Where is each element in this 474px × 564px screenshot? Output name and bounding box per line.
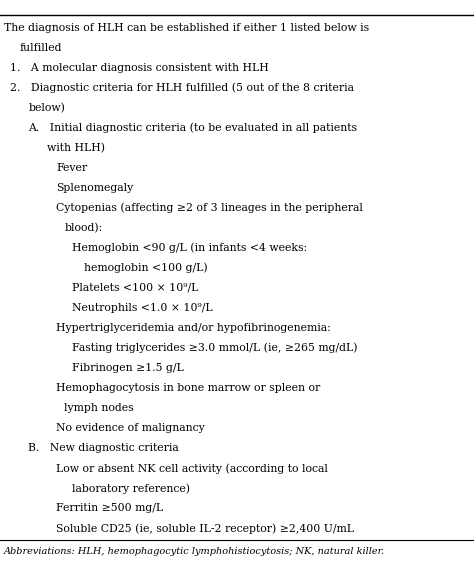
Text: blood):: blood):	[64, 223, 103, 233]
Text: The diagnosis of HLH can be established if either 1 listed below is: The diagnosis of HLH can be established …	[4, 23, 369, 33]
Text: Abbreviations: HLH, hemophagocytic lymphohistiocytosis; NK, natural killer.: Abbreviations: HLH, hemophagocytic lymph…	[4, 547, 385, 556]
Text: Ferritin ≥500 mg/L: Ferritin ≥500 mg/L	[56, 503, 163, 513]
Text: lymph nodes: lymph nodes	[64, 403, 134, 413]
Text: Platelets <100 × 10⁹/L: Platelets <100 × 10⁹/L	[72, 283, 199, 293]
Text: No evidence of malignancy: No evidence of malignancy	[56, 423, 205, 433]
Text: A.   Initial diagnostic criteria (to be evaluated in all patients: A. Initial diagnostic criteria (to be ev…	[28, 122, 357, 133]
Text: Fever: Fever	[56, 162, 87, 173]
Text: Low or absent NK cell activity (according to local: Low or absent NK cell activity (accordin…	[56, 463, 328, 474]
Text: Soluble CD25 (ie, soluble IL-2 receptor) ≥2,400 U/mL: Soluble CD25 (ie, soluble IL-2 receptor)…	[56, 523, 354, 534]
Text: hemoglobin <100 g/L): hemoglobin <100 g/L)	[84, 263, 208, 274]
Text: Fasting triglycerides ≥3.0 mmol/L (ie, ≥265 mg/dL): Fasting triglycerides ≥3.0 mmol/L (ie, ≥…	[72, 343, 357, 354]
Text: laboratory reference): laboratory reference)	[72, 483, 190, 494]
Text: Splenomegaly: Splenomegaly	[56, 183, 133, 193]
Text: 1.   A molecular diagnosis consistent with HLH: 1. A molecular diagnosis consistent with…	[10, 63, 269, 73]
Text: below): below)	[28, 103, 65, 113]
Text: Hemoglobin <90 g/L (in infants <4 weeks:: Hemoglobin <90 g/L (in infants <4 weeks:	[72, 243, 307, 253]
Text: 2.   Diagnostic criteria for HLH fulfilled (5 out of the 8 criteria: 2. Diagnostic criteria for HLH fulfilled…	[10, 82, 355, 93]
Text: Neutrophils <1.0 × 10⁹/L: Neutrophils <1.0 × 10⁹/L	[72, 303, 213, 313]
Text: fulfilled: fulfilled	[20, 43, 63, 52]
Text: B.   New diagnostic criteria: B. New diagnostic criteria	[28, 443, 179, 453]
Text: Hypertriglyceridemia and/or hypofibrinogenemia:: Hypertriglyceridemia and/or hypofibrinog…	[56, 323, 331, 333]
Text: Hemophagocytosis in bone marrow or spleen or: Hemophagocytosis in bone marrow or splee…	[56, 383, 320, 393]
Text: with HLH): with HLH)	[47, 143, 105, 153]
Text: Fibrinogen ≥1.5 g/L: Fibrinogen ≥1.5 g/L	[72, 363, 184, 373]
Text: Cytopenias (affecting ≥2 of 3 lineages in the peripheral: Cytopenias (affecting ≥2 of 3 lineages i…	[56, 202, 363, 213]
